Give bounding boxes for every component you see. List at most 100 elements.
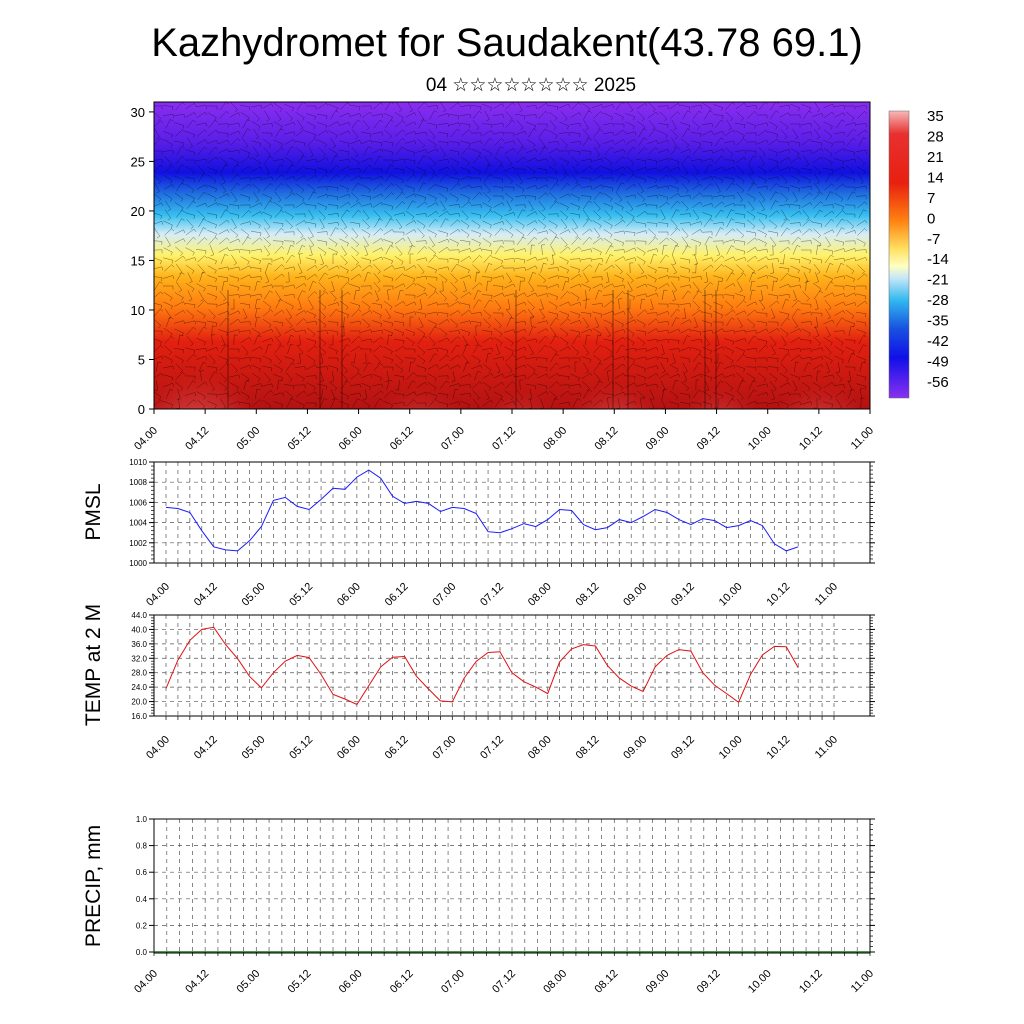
vsec-x-tick-label: 04.00: [132, 425, 160, 453]
temp-x-tick-label: 09.12: [669, 734, 697, 762]
temp-y-tick-label: 44.0: [131, 611, 147, 620]
temp-grid: [154, 614, 870, 717]
vsec-x-tick-label: 07.12: [490, 425, 518, 453]
precip-x-tick-label: 05.12: [286, 968, 314, 996]
precip-x-tick-label: 10.12: [797, 968, 825, 996]
temp-y-tick-label: 40.0: [131, 625, 147, 634]
vsec-y-tick-label: 25: [131, 154, 145, 169]
vsec-y-tick-label: 30: [131, 105, 145, 120]
vsec-x-tick-label: 10.00: [746, 425, 774, 453]
colorbar-label: -42: [927, 333, 949, 350]
colorbar-label: 14: [927, 169, 944, 186]
precip-y-tick-label: 0.0: [136, 948, 148, 957]
temp-x-tick-label: 05.00: [240, 734, 268, 762]
pmsl-x-tick-label: 06.12: [383, 581, 411, 609]
vsec-x-tick-label: 05.12: [286, 425, 314, 453]
pmsl-x-tick-label: 08.00: [526, 581, 554, 609]
vsec-y-axis: 0 5 10 15 20 25 30: [131, 105, 154, 417]
precip-x-tick-label: 08.12: [592, 968, 620, 996]
temp-y-tick-label: 28.0: [131, 669, 147, 678]
precip-x-tick-label: 05.00: [234, 968, 262, 996]
colorbar-label: 28: [927, 128, 944, 145]
vsec-y-tick-label: 20: [131, 204, 145, 219]
pmsl-x-tick-label: 07.12: [478, 581, 506, 609]
pmsl-x-axis: 04.00 04.12 05.00 05.12 06.00 06.12 07.00 07.12…: [144, 563, 840, 609]
temp-x-tick-label: 06.12: [383, 734, 411, 762]
precip-ylabel: PRECIP, mm: [82, 825, 105, 947]
precip-x-tick-label: 09.12: [695, 968, 723, 996]
pmsl-x-tick-label: 09.00: [621, 581, 649, 609]
pmsl-y-tick-label: 1000: [129, 559, 147, 568]
colorbar-label: -35: [927, 313, 949, 330]
precip-x-tick-label: 09.00: [644, 968, 672, 996]
pmsl-panel: PMSL 1000 1002 1004 1006 1008 1010 04.00 04.12…: [82, 458, 875, 609]
pmsl-x-tick-label: 04.00: [144, 581, 172, 609]
vsec-y-tick-label: 0: [138, 402, 145, 417]
pmsl-x-tick-label: 04.12: [192, 581, 220, 609]
colorbar-label: 35: [927, 108, 944, 125]
wind-barbs: [154, 102, 868, 409]
colorbar-label: -7: [927, 231, 940, 248]
colorbar-label: 7: [927, 190, 935, 207]
precip-x-tick-label: 07.12: [490, 968, 518, 996]
vertical-section-panel: 0 5 10 15 20 25 30 04.00 04.12 05.00 05.12 06.00 06…: [131, 101, 876, 453]
colorbar-label: 21: [927, 149, 944, 166]
precip-y-tick-label: 1.0: [136, 815, 148, 824]
pmsl-x-tick-label: 05.00: [240, 581, 268, 609]
precip-x-tick-label: 04.00: [132, 968, 160, 996]
pmsl-ylabel: PMSL: [82, 483, 105, 540]
colorbar-label: -49: [927, 354, 949, 371]
pmsl-series-line: [165, 469, 799, 552]
temp-x-tick-label: 05.12: [287, 734, 315, 762]
pmsl-y-tick-label: 1002: [129, 539, 147, 548]
pmsl-x-tick-label: 09.12: [669, 581, 697, 609]
pmsl-y-tick-label: 1010: [129, 458, 147, 467]
pmsl-x-tick-label: 07.00: [430, 581, 458, 609]
temp-x-tick-label: 07.00: [430, 734, 458, 762]
vsec-warm-cores: [154, 102, 868, 409]
colorbar-label: -56: [927, 374, 949, 391]
vsec-x-tick-label: 09.00: [644, 425, 672, 453]
vsec-y-tick-label: 15: [131, 253, 145, 268]
temp-x-tick-label: 07.12: [478, 734, 506, 762]
pmsl-y-tick-label: 1004: [129, 519, 147, 528]
colorbar-label: -14: [927, 251, 949, 268]
temp-x-tick-label: 06.00: [335, 734, 363, 762]
temp-y-tick-label: 36.0: [131, 640, 147, 649]
vsec-x-tick-label: 08.00: [541, 425, 569, 453]
vsec-x-tick-label: 09.12: [695, 425, 723, 453]
precip-x-tick-label: 04.12: [183, 968, 211, 996]
precip-x-tick-label: 06.12: [388, 968, 416, 996]
temp-y-tick-label: 16.0: [131, 712, 147, 721]
pmsl-y-tick-label: 1006: [129, 498, 147, 507]
precip-y-axis: 0.0 0.2 0.4 0.6 0.8 1.0: [136, 815, 875, 957]
pmsl-x-tick-label: 08.12: [574, 581, 602, 609]
temp-y-tick-label: 24.0: [131, 683, 147, 692]
vsec-x-tick-label: 06.00: [337, 425, 365, 453]
temp-series-line: [165, 626, 799, 706]
temp-y-tick-label: 32.0: [131, 654, 147, 663]
vsec-x-tick-label: 10.12: [797, 425, 825, 453]
precip-x-tick-label: 08.00: [541, 968, 569, 996]
precip-y-tick-label: 0.8: [136, 842, 148, 851]
precip-y-tick-label: 0.6: [136, 868, 148, 877]
pmsl-y-axis: 1000 1002 1004 1006 1008 1010: [129, 458, 875, 568]
temp-y-axis: 16.0 20.0 24.0 28.0 32.0 36.0 40.0 44.0: [131, 611, 875, 721]
temp-ylabel: TEMP at 2 M: [82, 604, 105, 726]
colorbar-label: 0: [927, 210, 935, 227]
precip-grid: [153, 818, 871, 953]
colorbar-labels: 35 28 21 14 7 0 -7 -14 -21 -28 -35 -42 -49 -56: [927, 108, 949, 391]
page-title: Kazhydromet for Saudakent(43.78 69.1): [151, 21, 863, 65]
precip-x-tick-label: 07.00: [439, 968, 467, 996]
precip-x-tick-label: 06.00: [337, 968, 365, 996]
vsec-x-tick-label: 07.00: [439, 425, 467, 453]
precip-y-tick-label: 0.4: [136, 895, 148, 904]
vsec-x-tick-label: 05.00: [234, 425, 262, 453]
colorbar-label: -21: [927, 272, 949, 289]
precip-y-tick-label: 0.2: [136, 921, 148, 930]
pmsl-grid: [154, 461, 870, 564]
vsec-x-tick-label: 06.12: [388, 425, 416, 453]
vsec-x-tick-label: 04.12: [183, 425, 211, 453]
temp-x-tick-label: 09.00: [621, 734, 649, 762]
